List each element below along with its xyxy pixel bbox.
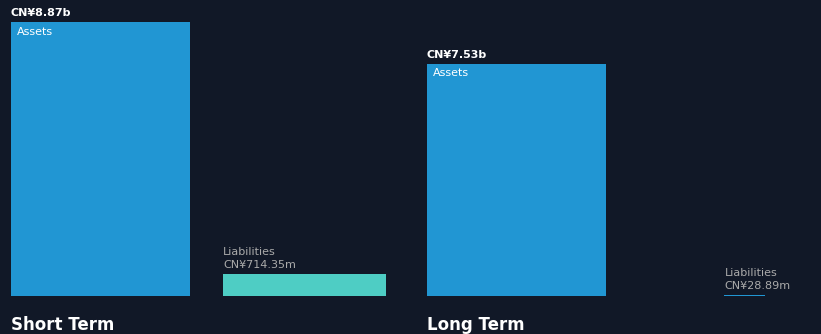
Text: Liabilities: Liabilities (223, 246, 276, 257)
FancyBboxPatch shape (724, 295, 765, 296)
Text: Liabilities: Liabilities (724, 268, 777, 278)
FancyBboxPatch shape (223, 274, 386, 296)
FancyBboxPatch shape (427, 63, 606, 296)
Text: CN¥8.87b: CN¥8.87b (11, 8, 71, 18)
Text: Assets: Assets (433, 68, 469, 78)
Text: CN¥28.89m: CN¥28.89m (724, 281, 791, 291)
Text: Long Term: Long Term (427, 316, 525, 334)
Text: CN¥714.35m: CN¥714.35m (223, 260, 296, 270)
Text: Assets: Assets (16, 27, 53, 37)
FancyBboxPatch shape (11, 22, 190, 296)
Text: Short Term: Short Term (11, 316, 114, 334)
Text: CN¥7.53b: CN¥7.53b (427, 50, 487, 60)
